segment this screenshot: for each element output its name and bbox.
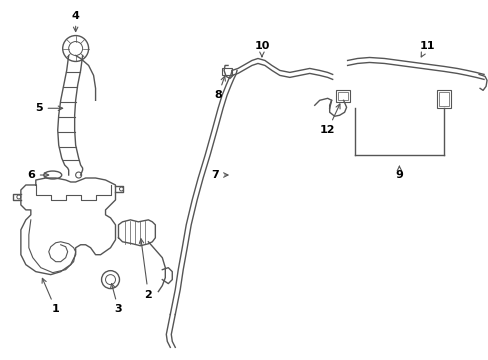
Text: 1: 1 <box>42 278 60 315</box>
Bar <box>438 92 448 106</box>
Text: 9: 9 <box>395 166 403 180</box>
Text: 3: 3 <box>110 284 122 315</box>
Text: 10: 10 <box>254 41 269 57</box>
Text: 8: 8 <box>214 76 225 100</box>
Bar <box>337 92 347 100</box>
Text: 2: 2 <box>139 239 152 300</box>
Text: 6: 6 <box>27 170 49 180</box>
Bar <box>222 68 232 75</box>
Text: 12: 12 <box>319 104 339 135</box>
Text: 5: 5 <box>35 103 62 113</box>
Text: 7: 7 <box>211 170 227 180</box>
Bar <box>335 90 349 102</box>
Text: 4: 4 <box>72 11 80 32</box>
Bar <box>436 90 450 108</box>
Text: 11: 11 <box>419 41 434 57</box>
